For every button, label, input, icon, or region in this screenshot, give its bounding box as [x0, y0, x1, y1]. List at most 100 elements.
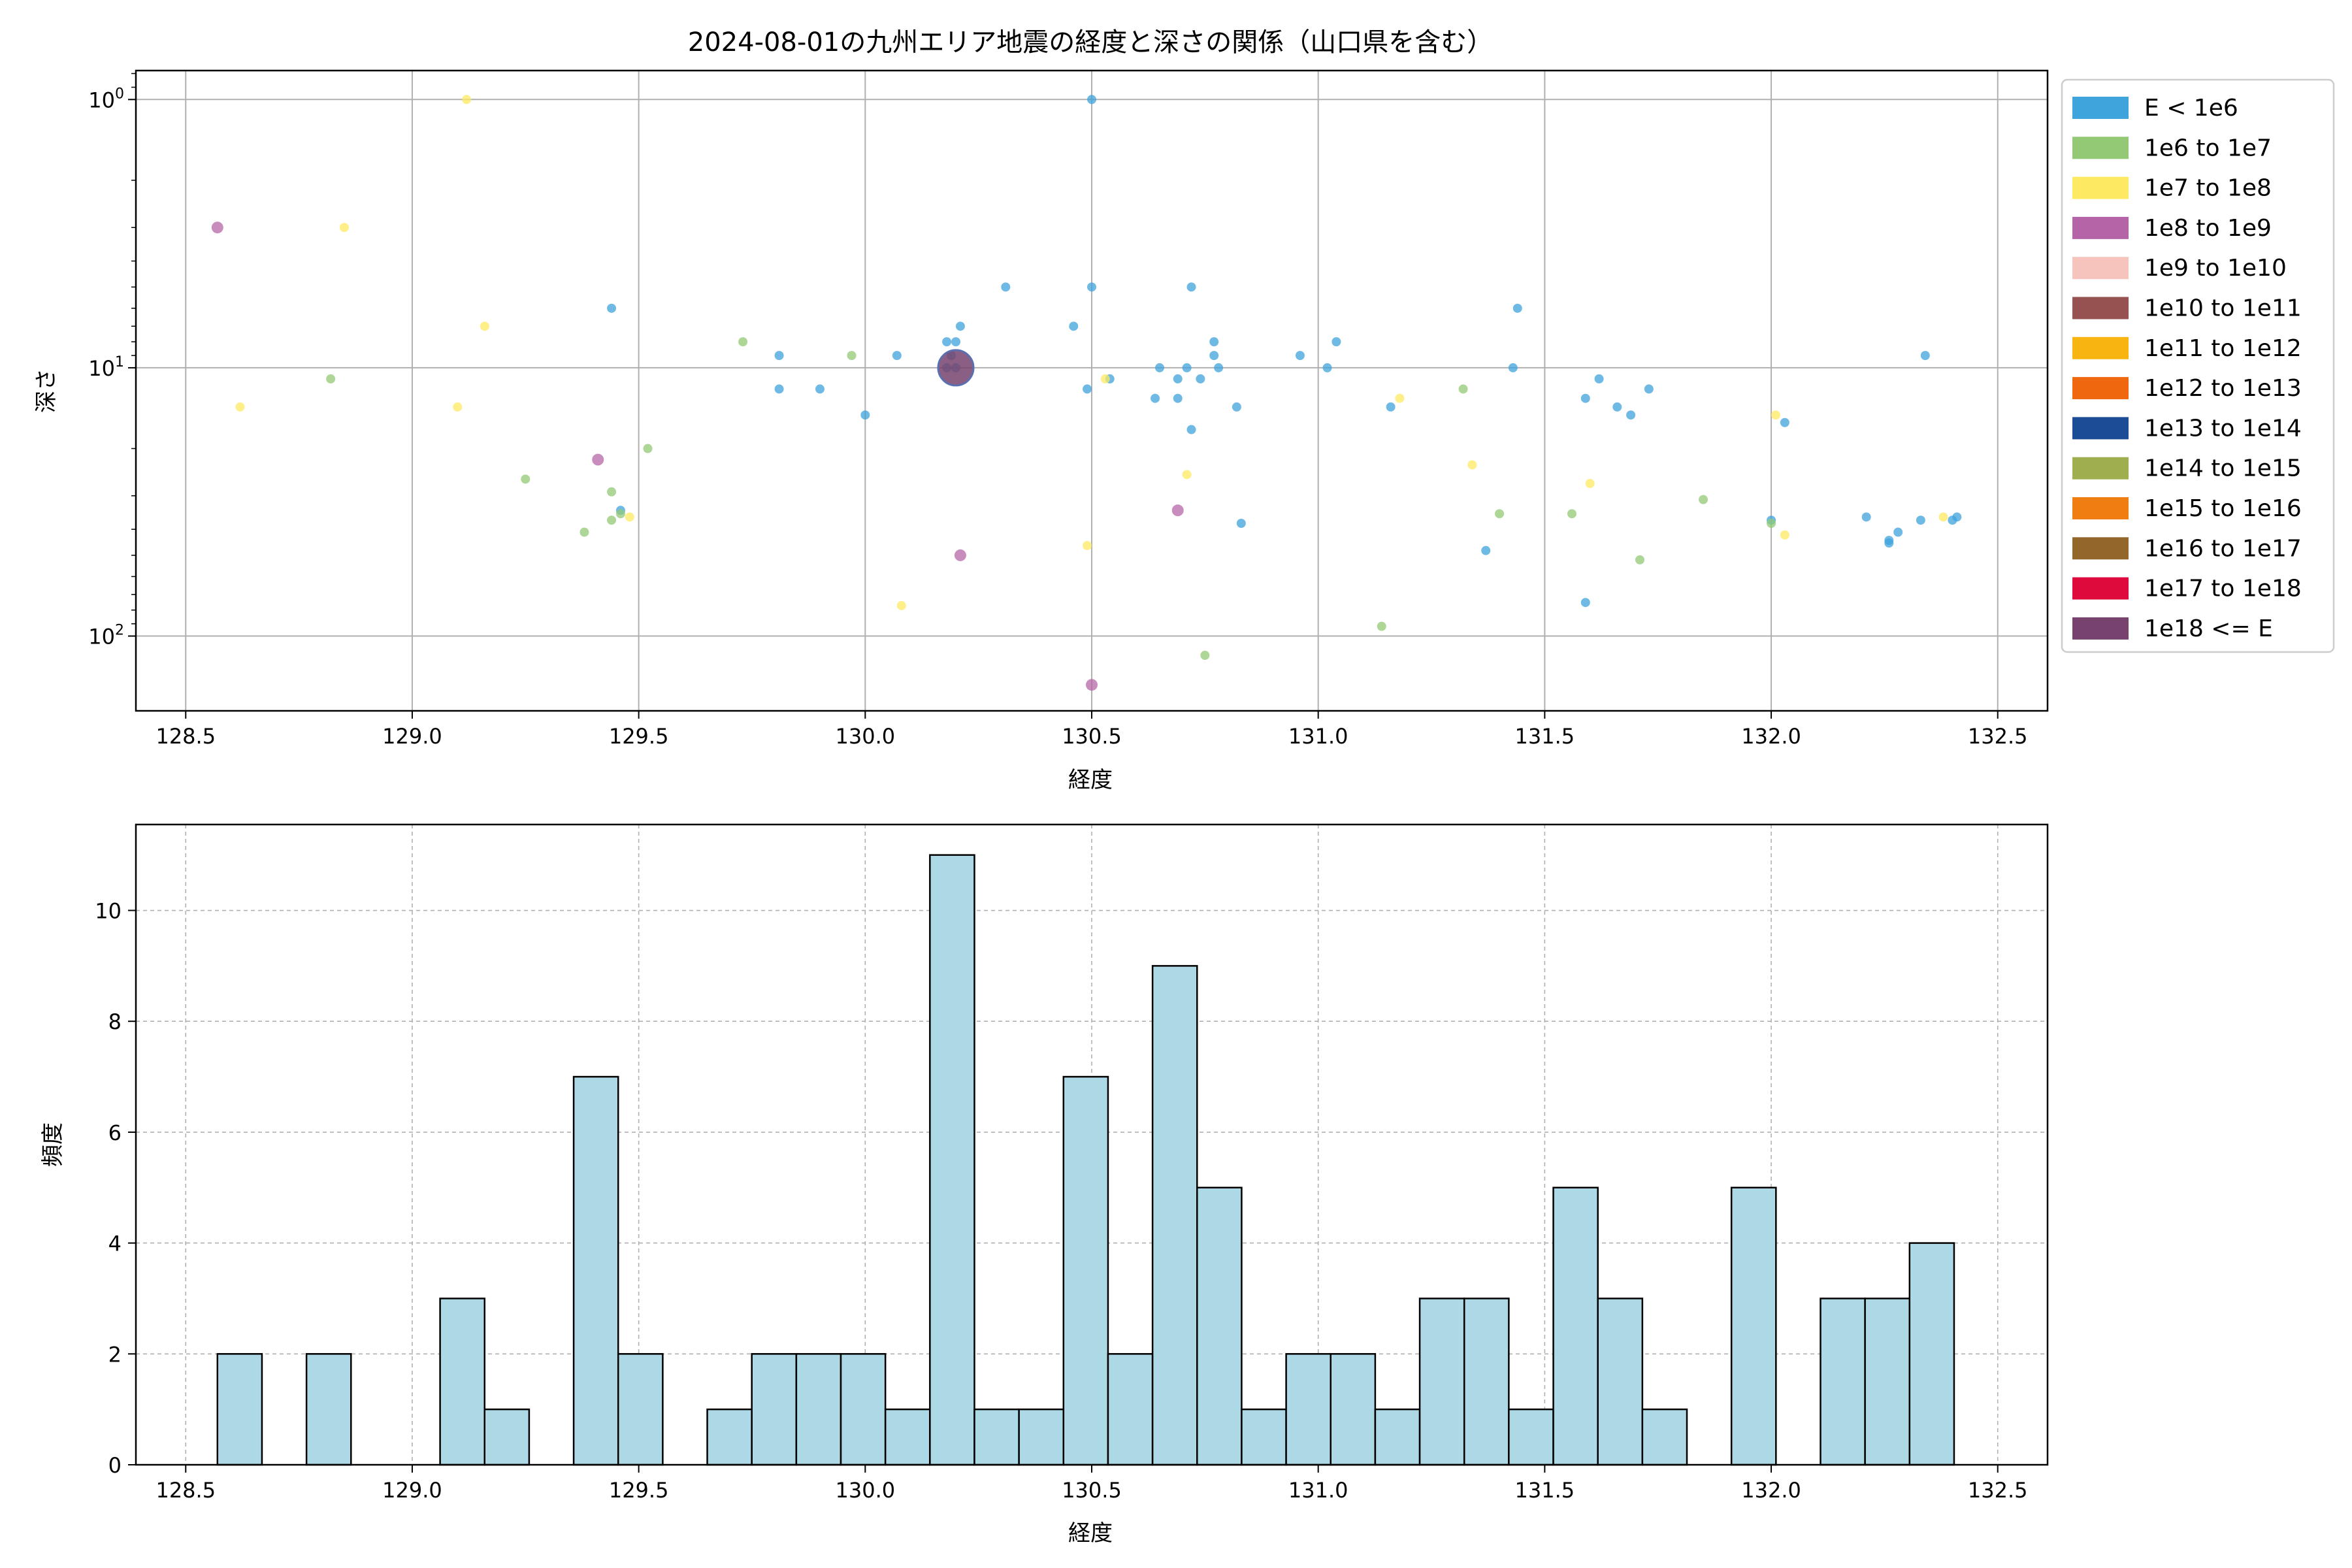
scatter-grid: [136, 71, 2048, 711]
histogram-bar: [1552, 1186, 1599, 1466]
scatter-point: [1585, 479, 1595, 489]
histogram-x-tick-label: 131.0: [1288, 1478, 1348, 1503]
legend-swatch: [2072, 417, 2129, 440]
legend-swatch: [2072, 137, 2129, 159]
histogram-x-axis-label: 経度: [1068, 1520, 1113, 1546]
histogram-x-tick-label: 132.0: [1741, 1478, 1801, 1503]
scatter-y-axis-label: 深さ: [33, 368, 59, 413]
scatter-point: [1467, 460, 1477, 470]
scatter-point: [607, 303, 617, 313]
histogram-bar: [1151, 965, 1198, 1466]
histogram-bar: [1241, 1408, 1287, 1466]
histogram-y-tick-label: 10: [95, 899, 122, 924]
scatter-point: [521, 474, 531, 484]
legend-swatch: [2072, 537, 2129, 560]
scatter-point: [453, 402, 463, 412]
scatter-point: [1173, 393, 1183, 403]
histogram-bar: [1463, 1298, 1510, 1466]
histogram-y-tick-label: 8: [108, 1009, 122, 1034]
histogram-bar: [1508, 1408, 1554, 1466]
scatter-point: [1512, 303, 1522, 313]
histogram-bars: [216, 854, 1955, 1466]
scatter-point: [1920, 351, 1930, 361]
histogram-bar: [1864, 1298, 1911, 1466]
histogram-bar: [1374, 1408, 1421, 1466]
legend-label: 1e7 to 1e8: [2144, 175, 2272, 202]
scatter-y-ticks: 100 101 102: [88, 73, 136, 649]
scatter-point: [607, 515, 617, 525]
legend-swatch: [2072, 216, 2129, 239]
scatter-point: [1151, 393, 1160, 403]
legend-swatch: [2072, 97, 2129, 119]
legend-label: 1e15 to 1e16: [2144, 495, 2302, 522]
histogram-x-tick-label: 132.5: [1968, 1478, 2028, 1503]
scatter-point: [480, 321, 489, 331]
scatter-point: [774, 351, 784, 361]
scatter-x-tick-label: 130.0: [836, 724, 896, 749]
scatter-point: [1386, 402, 1396, 412]
histogram-bar: [216, 1353, 263, 1466]
scatter-point: [1580, 598, 1590, 608]
legend-items: E < 1e6 1e6 to 1e7 1e7 to 1e8 1e8 to 1e9 1e9…: [2072, 95, 2302, 642]
histogram-bar: [1330, 1353, 1377, 1466]
legend-label: 1e8 to 1e9: [2144, 215, 2272, 242]
scatter-point: [1182, 470, 1192, 480]
scatter-point: [896, 600, 906, 610]
legend-swatch: [2072, 297, 2129, 319]
histogram-bar: [1018, 1408, 1065, 1466]
scatter-x-ticks: 128.5 129.0 129.5 130.0 130.5 131.0 131.5 132.0…: [155, 711, 2028, 749]
scatter-point: [211, 221, 223, 234]
scatter-point: [1861, 512, 1871, 522]
histogram-y-tick-label: 0: [108, 1453, 122, 1478]
scatter-point: [942, 337, 952, 347]
histogram-bar: [795, 1353, 842, 1466]
scatter-point: [1916, 515, 1925, 525]
scatter-x-tick-label: 132.5: [1968, 724, 2028, 749]
scatter-point: [1635, 555, 1644, 564]
legend-label: 1e17 to 1e18: [2144, 576, 2302, 602]
histogram-y-tick-label: 6: [108, 1120, 122, 1145]
scatter-x-tick-label: 129.0: [382, 724, 442, 749]
scatter-point: [1209, 337, 1219, 347]
scatter-point: [235, 402, 245, 412]
scatter-point: [1495, 509, 1505, 519]
scatter-point: [1087, 282, 1096, 292]
scatter-point: [1069, 321, 1079, 331]
scatter-point: [1322, 363, 1332, 372]
scatter-point: [815, 384, 825, 394]
histogram-x-tick-label: 130.5: [1062, 1478, 1122, 1503]
scatter-point: [1083, 541, 1092, 551]
scatter-point: [1952, 512, 1962, 522]
histogram-bar: [1107, 1353, 1154, 1466]
legend-label: 1e18 <= E: [2144, 615, 2273, 642]
scatter-x-tick-label: 131.0: [1288, 724, 1348, 749]
histogram-y-axis-label: 頻度: [40, 1122, 66, 1167]
scatter-y-tick-label: 102: [88, 623, 124, 649]
histogram-y-tick-label: 2: [108, 1342, 122, 1367]
scatter-point: [1001, 282, 1011, 292]
scatter-point: [592, 453, 604, 466]
scatter-point: [738, 337, 748, 347]
histogram-bar: [973, 1408, 1020, 1466]
scatter-point: [847, 351, 857, 361]
histogram-bar: [1196, 1186, 1243, 1466]
histogram-x-tick-label: 129.5: [609, 1478, 669, 1503]
scatter-point: [1580, 393, 1590, 403]
histogram-bar: [751, 1353, 798, 1466]
scatter-point: [1938, 512, 1948, 522]
scatter-point: [1508, 363, 1518, 372]
histogram-bar: [840, 1353, 887, 1466]
scatter-point: [1209, 351, 1219, 361]
histogram-bar: [1908, 1242, 1955, 1466]
scatter-point: [1236, 518, 1246, 528]
scatter-point: [607, 487, 617, 497]
histogram-bar: [1730, 1186, 1777, 1466]
scatter-point: [1893, 527, 1903, 537]
legend: E < 1e6 1e6 to 1e7 1e7 to 1e8 1e8 to 1e9 1e9…: [2061, 78, 2335, 653]
histogram-bar: [884, 1408, 931, 1466]
scatter-point: [1626, 410, 1636, 420]
scatter-point: [1699, 495, 1708, 504]
scatter-y-tick-label: 100: [88, 86, 124, 112]
scatter-point: [1171, 504, 1184, 517]
scatter-x-tick-label: 131.5: [1515, 724, 1575, 749]
